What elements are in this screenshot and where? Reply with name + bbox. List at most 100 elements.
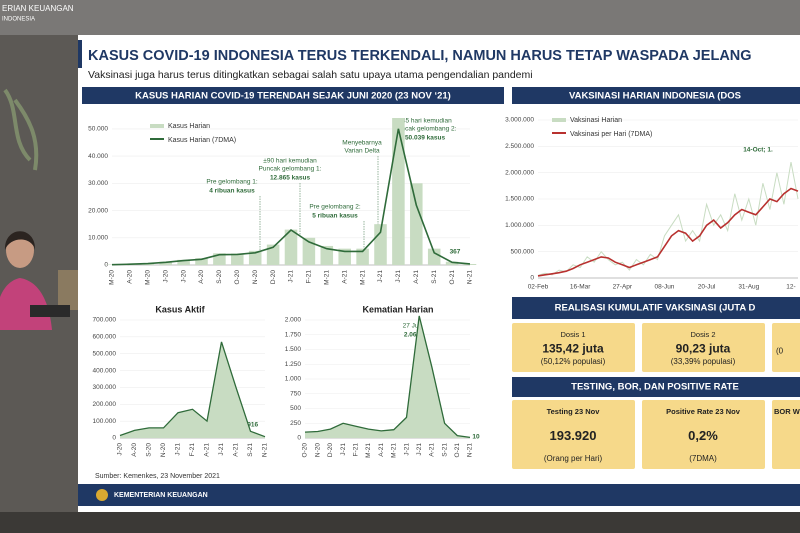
series-line xyxy=(111,128,471,266)
legend-swatch xyxy=(552,118,566,122)
x-tick-label: J-21 xyxy=(175,443,182,456)
card-label: Dosis 2 xyxy=(690,330,715,339)
x-tick-label: F-21 xyxy=(189,443,196,457)
bar xyxy=(410,183,423,265)
bar xyxy=(266,244,280,265)
bar xyxy=(248,250,262,265)
annotation: 367 xyxy=(450,249,461,256)
card-label: Positive Rate 23 Nov xyxy=(666,407,741,416)
bar xyxy=(356,248,369,265)
bar xyxy=(231,253,244,265)
annotation: 14-Oct; 1. xyxy=(743,147,773,154)
x-tick-label: S-20 xyxy=(146,443,153,457)
x-tick-label: O-21 xyxy=(449,270,456,285)
legend-label: Vaksinasi Harian xyxy=(570,117,622,124)
y-tick-label: 700.000 xyxy=(93,317,117,324)
card-label: Testing 23 Nov xyxy=(547,407,601,416)
y-tick-label: 2.500.000 xyxy=(505,143,534,150)
plant xyxy=(3,88,39,171)
y-tick-label: 0 xyxy=(530,275,534,282)
x-tick-label: J-21 xyxy=(288,270,295,283)
x-tick-label: N-21 xyxy=(467,443,474,457)
x-tick-label: J-20 xyxy=(162,270,169,283)
x-tick-label: N-20 xyxy=(160,443,167,457)
card-note: (0 xyxy=(776,347,784,356)
x-tick-label: N-21 xyxy=(262,443,269,457)
x-tick-label: 08-Jun xyxy=(655,284,675,291)
laptop xyxy=(30,305,70,317)
x-tick-label: S-21 xyxy=(431,270,438,284)
slide-title: KASUS COVID-19 INDONESIA TERUS TERKENDAL… xyxy=(88,48,752,64)
x-tick-label: M-21 xyxy=(359,270,366,285)
y-tick-label: 10.000 xyxy=(88,234,108,241)
legend-label: Kasus Harian (7DMA) xyxy=(168,137,236,144)
x-tick-label: 02-Feb xyxy=(528,284,549,291)
card-note: (33,39% populasi) xyxy=(671,357,736,366)
y-tick-label: 0 xyxy=(104,262,108,269)
y-tick-label: 600.000 xyxy=(93,334,117,341)
y-tick-label: 1.500.000 xyxy=(505,196,534,203)
bar xyxy=(392,118,405,265)
y-tick-label: 200.000 xyxy=(93,401,117,408)
x-tick-label: A-20 xyxy=(131,443,138,457)
x-tick-label: A-21 xyxy=(378,443,385,457)
source: Sumber: Kemenkes, 23 November 2021 xyxy=(95,473,220,480)
area xyxy=(305,315,470,438)
card xyxy=(772,400,800,469)
y-tick-label: 300.000 xyxy=(93,384,117,391)
y-tick-label: 40.000 xyxy=(88,153,108,160)
x-tick-label: F-21 xyxy=(306,270,313,284)
org-country: INDONESIA xyxy=(2,17,35,23)
x-tick-label: J-20 xyxy=(180,270,187,283)
x-tick-label: J-21 xyxy=(377,270,384,283)
annotation: 10 xyxy=(472,434,480,441)
x-tick-label: M-21 xyxy=(324,270,331,285)
y-tick-label: 50.000 xyxy=(88,126,108,133)
card xyxy=(512,323,635,372)
testing-header: TESTING, BOR, DAN POSITIVE RATE xyxy=(571,382,739,393)
x-tick-label: F-21 xyxy=(352,443,359,457)
y-tick-label: 500.000 xyxy=(511,248,535,255)
bar xyxy=(159,261,172,265)
annotation: 5 ribuan kasus xyxy=(312,213,358,220)
y-tick-label: 30.000 xyxy=(88,180,108,187)
x-tick-label: N-21 xyxy=(467,270,474,284)
x-tick-label: 16-Mar xyxy=(570,284,591,291)
card-value: 0,2% xyxy=(688,428,718,443)
x-tick-label: J-20 xyxy=(117,443,124,456)
x-tick-label: A-21 xyxy=(233,443,240,457)
annotation: Varian Delta xyxy=(344,148,380,155)
x-tick-label: N-20 xyxy=(314,443,321,457)
y-tick-label: 250 xyxy=(290,420,301,427)
legend-label: Vaksinasi per Hari (7DMA) xyxy=(570,131,652,138)
title-accent xyxy=(78,40,82,68)
realisasi-header: REALISASI KUMULATIF VAKSINASI (JUTA D xyxy=(555,303,756,314)
x-tick-label: A-20 xyxy=(198,270,205,284)
bar xyxy=(320,245,334,265)
card-value: 90,23 juta xyxy=(676,342,731,356)
series-line xyxy=(119,341,266,438)
bar xyxy=(177,259,190,265)
x-tick-label: 12- xyxy=(786,284,795,291)
y-tick-label: 3.000.000 xyxy=(505,117,534,124)
x-tick-label: J-21 xyxy=(218,443,225,456)
bar xyxy=(445,261,459,265)
y-tick-label: 1.250 xyxy=(285,361,302,368)
y-tick-label: 0 xyxy=(112,435,116,442)
annotation: 50.039 kasus xyxy=(405,135,446,142)
x-tick-label: M-20 xyxy=(145,270,152,285)
y-tick-label: 1.000 xyxy=(285,376,302,383)
annotation: 27 Juli xyxy=(403,323,422,330)
legend-swatch xyxy=(552,132,566,134)
right-header-bar xyxy=(512,87,800,104)
annotation: 2.069 xyxy=(404,332,421,339)
y-tick-label: 1.750 xyxy=(285,331,302,338)
annotation: Puncak gelombang 1: xyxy=(259,166,322,173)
y-tick-label: 500 xyxy=(290,405,301,412)
card xyxy=(642,323,765,372)
annotation: Pre gelombang 2: xyxy=(309,204,361,211)
series-line xyxy=(537,187,799,277)
x-tick-label: D-20 xyxy=(270,270,277,284)
chart-title: Kematian Harian xyxy=(362,304,433,314)
card-note: (50,12% populasi) xyxy=(541,357,606,366)
